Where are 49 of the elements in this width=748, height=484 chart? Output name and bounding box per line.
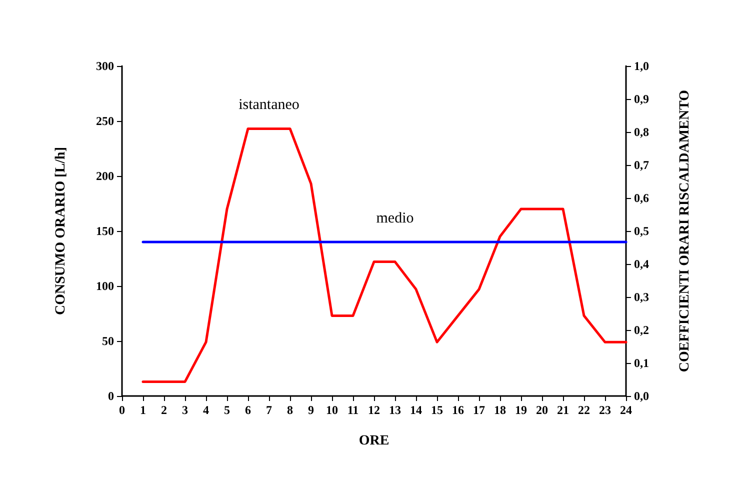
y2-tick-label: 0,6 <box>634 191 649 205</box>
y-tick-label: 150 <box>96 224 114 238</box>
x-tick-label: 3 <box>182 403 188 417</box>
y-tick-label: 300 <box>96 59 114 73</box>
x-tick-label: 18 <box>494 403 506 417</box>
y2-tick-label: 1,0 <box>634 59 649 73</box>
y-tick-label: 0 <box>108 389 114 403</box>
y-tick-label: 50 <box>102 334 114 348</box>
x-tick-label: 13 <box>389 403 401 417</box>
x-tick-label: 2 <box>161 403 167 417</box>
y2-tick-label: 0,2 <box>634 323 649 337</box>
x-tick-label: 21 <box>557 403 569 417</box>
x-tick-label: 5 <box>224 403 230 417</box>
y2-tick-label: 0,4 <box>634 257 649 271</box>
series-label: istantaneo <box>238 97 300 114</box>
x-tick-label: 1 <box>140 403 146 417</box>
x-tick-label: 4 <box>203 403 209 417</box>
y-tick-label: 200 <box>96 169 114 183</box>
x-tick-label: 0 <box>119 403 125 417</box>
y2-tick-label: 0,0 <box>634 389 649 403</box>
y-tick-label: 100 <box>96 279 114 293</box>
x-tick-label: 16 <box>452 403 464 417</box>
x-tick-label: 8 <box>287 403 293 417</box>
x-tick-label: 19 <box>515 403 527 417</box>
x-tick-label: 15 <box>431 403 443 417</box>
x-tick-label: 17 <box>473 403 485 417</box>
x-tick-label: 12 <box>368 403 380 417</box>
y2-tick-label: 0,1 <box>634 356 649 370</box>
x-tick-label: 11 <box>347 403 359 417</box>
x-tick-label: 22 <box>578 403 590 417</box>
y-tick-label: 250 <box>96 114 114 128</box>
x-tick-label: 6 <box>245 403 251 417</box>
y2-tick-label: 0,8 <box>634 125 649 139</box>
y-axis-title: CONSUMO ORARIO [L/h] <box>54 146 68 316</box>
y2-tick-label: 0,3 <box>634 290 649 304</box>
y2-tick-label: 0,9 <box>634 92 649 106</box>
x-tick-label: 24 <box>620 403 632 417</box>
x-tick-label: 20 <box>536 403 548 417</box>
y2-tick-label: 0,7 <box>634 158 649 172</box>
y2-axis-title: COEFFICIENTI ORARI RISCALDAMENTO <box>678 90 692 372</box>
x-tick-label: 23 <box>599 403 611 417</box>
x-tick-label: 14 <box>410 403 422 417</box>
series-label: medio <box>376 210 414 226</box>
x-tick-label: 10 <box>326 403 338 417</box>
x-axis-title: ORE <box>358 434 390 448</box>
x-tick-label: 9 <box>308 403 314 417</box>
y2-tick-label: 0,5 <box>634 224 649 238</box>
line-series <box>142 127 628 383</box>
x-tick-label: 7 <box>266 403 272 417</box>
